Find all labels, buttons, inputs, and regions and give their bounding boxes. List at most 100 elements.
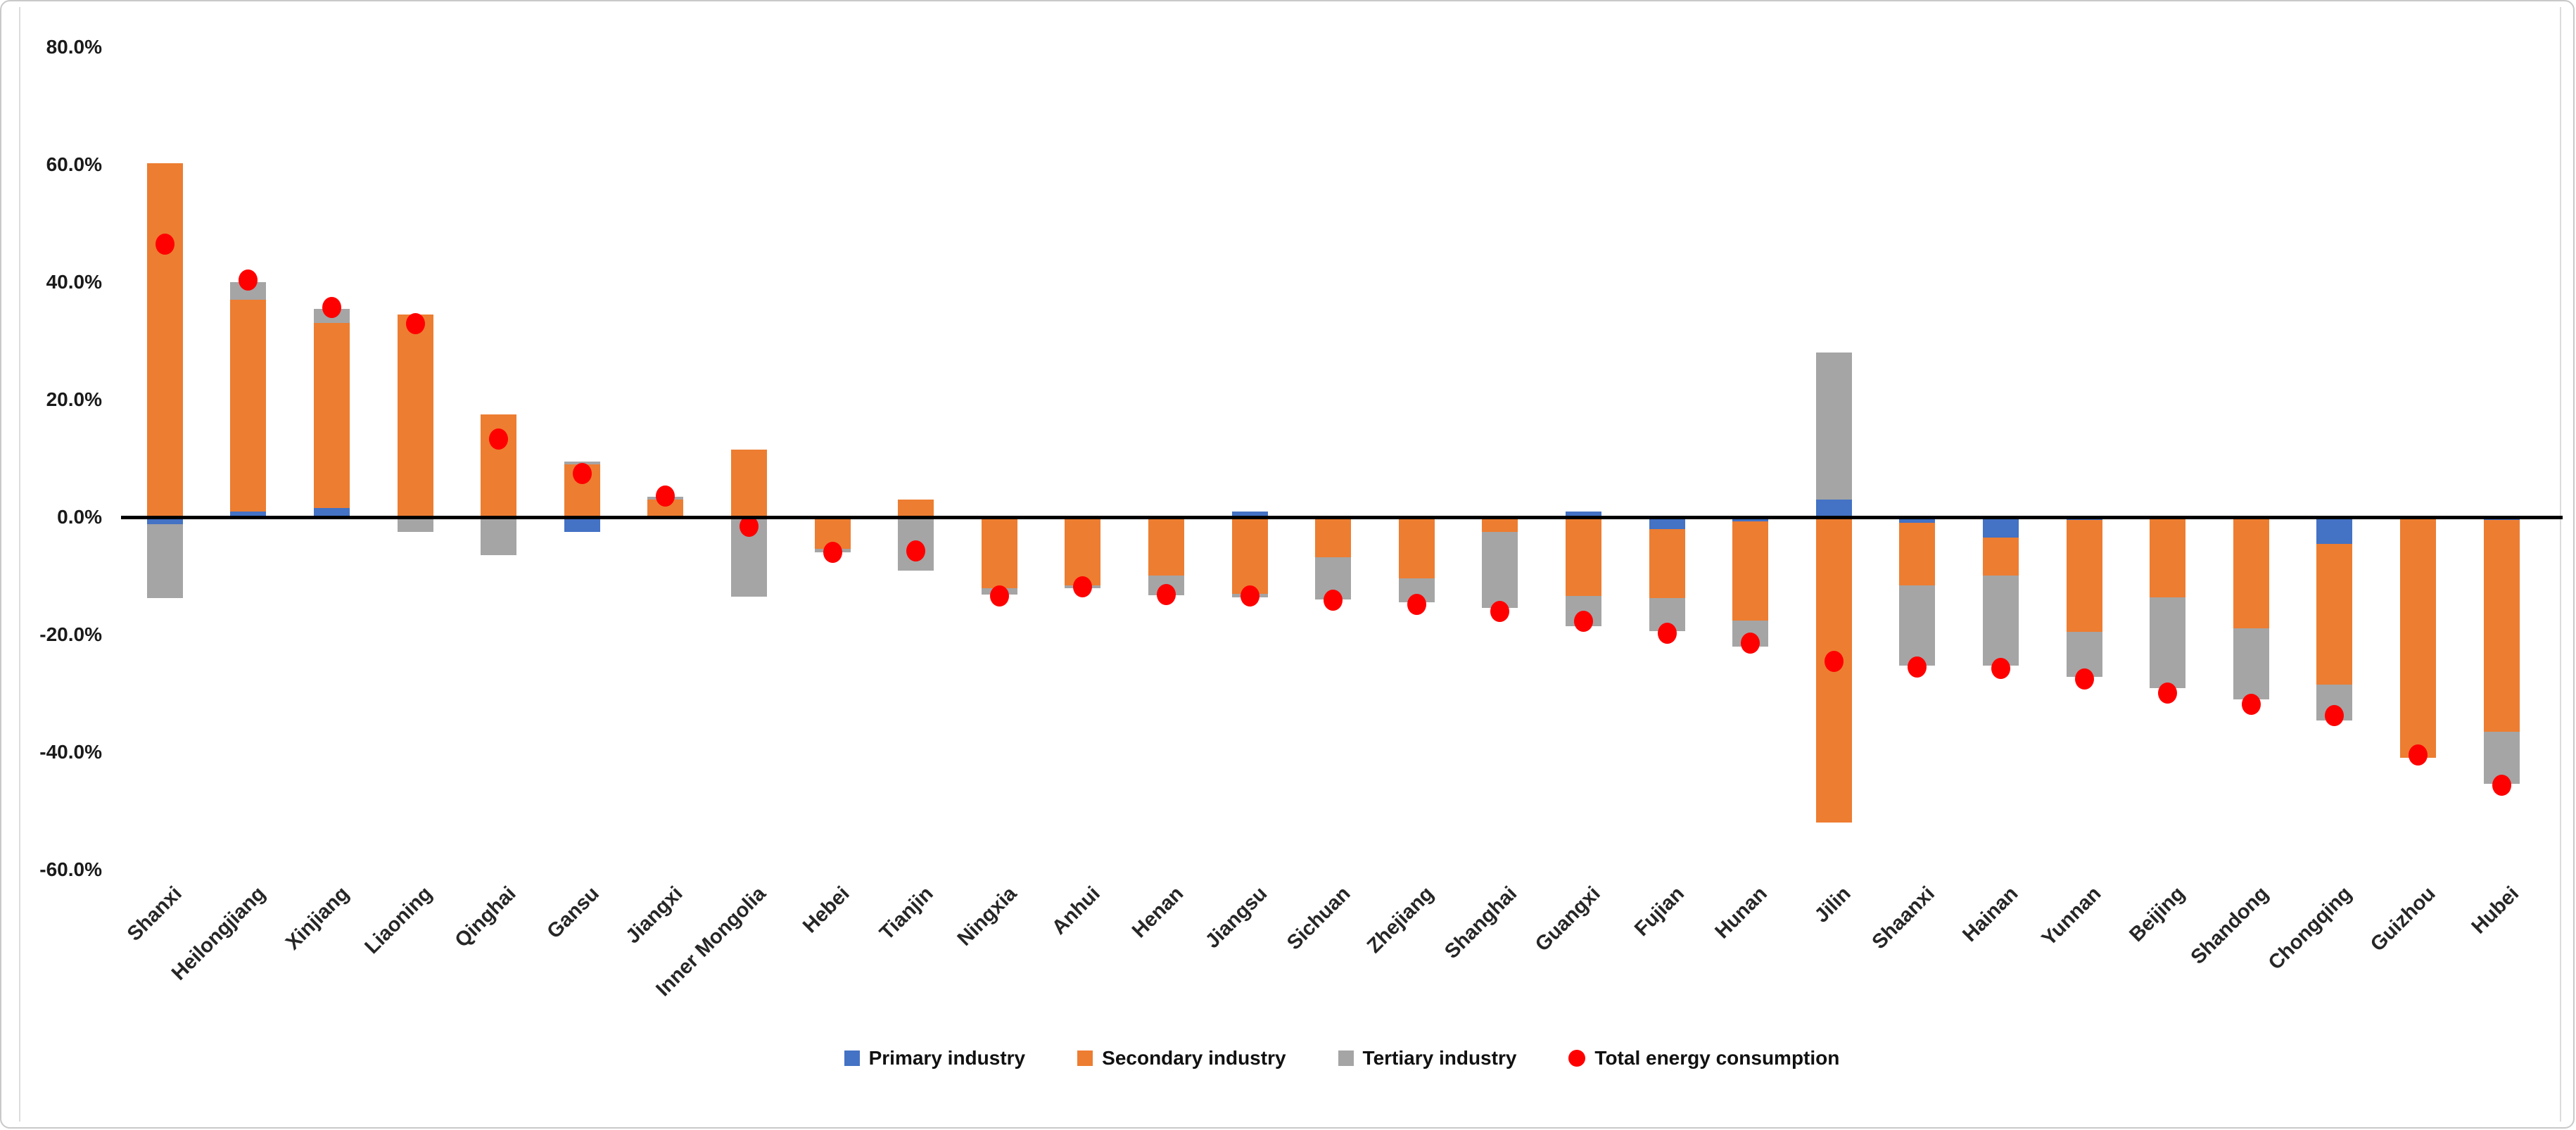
bar-segment-secondary-industry <box>2316 543 2353 685</box>
x-axis-label: Guangxi <box>1531 882 1606 956</box>
legend-square-marker <box>1338 1050 1354 1066</box>
total-energy-dot <box>1657 623 1677 645</box>
legend-label: Secondary industry <box>1102 1047 1286 1069</box>
total-energy-dot <box>906 540 926 562</box>
bar-segment-secondary-industry <box>146 163 183 517</box>
total-energy-dot <box>1324 589 1343 611</box>
bar-segment-secondary-industry <box>2150 517 2186 598</box>
x-axis-label: Hebei <box>799 882 854 938</box>
plot-border-left <box>19 7 20 1122</box>
legend-label: Tertiary industry <box>1362 1047 1517 1069</box>
x-axis-label: Chongqing <box>2264 882 2356 975</box>
legend-item-primary-industry: Primary industry <box>844 1047 1026 1069</box>
total-energy-dot <box>656 485 675 507</box>
bar-segment-tertiary-industry <box>2150 597 2186 688</box>
bar-segment-primary-industry <box>2316 517 2353 544</box>
total-energy-dot <box>322 296 341 318</box>
bar-segment-primary-industry <box>1649 517 1685 529</box>
x-axis-label: Yunnan <box>2038 882 2106 951</box>
legend-circle-marker <box>1568 1050 1586 1067</box>
x-axis-label: Hubei <box>2467 882 2523 939</box>
x-axis-label: Sichuan <box>1282 882 1355 955</box>
x-axis-label: Hainan <box>1958 882 2023 946</box>
x-axis-label: Guizhou <box>2366 882 2440 956</box>
total-energy-dot <box>239 269 258 291</box>
y-tick-label: -60.0% <box>39 858 102 880</box>
x-axis-label: Fujian <box>1630 882 1689 941</box>
total-energy-dot <box>2325 705 2345 727</box>
bar-segment-tertiary-industry <box>481 517 517 556</box>
total-energy-dot <box>489 428 509 450</box>
legend-label: Primary industry <box>868 1047 1026 1069</box>
y-tick-label: -20.0% <box>39 623 102 645</box>
x-axis-label: Liaoning <box>360 882 437 959</box>
total-energy-dot <box>1908 656 1927 678</box>
x-axis-label: Beijing <box>2125 882 2190 946</box>
bar-segment-tertiary-industry <box>1482 531 1518 609</box>
bar-segment-secondary-industry <box>898 499 934 517</box>
bar-segment-secondary-industry <box>1566 517 1601 596</box>
bar-segment-primary-industry <box>1983 517 2019 538</box>
x-axis-label: Ningxia <box>953 882 1021 951</box>
bar-segment-primary-industry <box>1231 511 1268 517</box>
bar-segment-secondary-industry <box>1732 521 1769 621</box>
total-energy-dot <box>1157 584 1176 606</box>
total-energy-dot <box>1240 585 1260 607</box>
y-tick-label: 80.0% <box>46 36 102 58</box>
total-energy-dot <box>1407 594 1426 616</box>
legend-label: Total energy consumption <box>1594 1047 1840 1069</box>
bar-segment-secondary-industry <box>1398 517 1435 578</box>
bar-segment-secondary-industry <box>1899 523 1936 585</box>
bar-segment-secondary-industry <box>2233 517 2269 628</box>
x-axis-label: Shanghai <box>1440 882 1522 963</box>
bar-segment-primary-industry <box>1566 511 1601 517</box>
x-axis-label: Jiangxi <box>621 882 687 948</box>
bar-segment-tertiary-industry <box>1815 353 1852 500</box>
total-energy-dot <box>1991 657 2010 679</box>
x-axis-label: Henan <box>1127 882 1188 943</box>
x-axis-label: Jiangsu <box>1200 882 1271 953</box>
total-energy-dot <box>572 463 592 485</box>
bar-segment-secondary-industry <box>230 300 267 512</box>
bar-segment-secondary-industry <box>1148 517 1184 576</box>
legend-item-tertiary-industry: Tertiary industry <box>1338 1047 1517 1069</box>
total-energy-dot <box>1073 576 1093 598</box>
y-tick-label: 40.0% <box>46 271 102 293</box>
bar-segment-secondary-industry <box>981 517 1017 589</box>
bar-segment-tertiary-industry <box>146 524 183 599</box>
bar-segment-tertiary-industry <box>2233 628 2269 699</box>
x-axis-label: Anhui <box>1047 882 1105 939</box>
total-energy-dot <box>155 233 175 255</box>
total-energy-dot <box>405 313 425 335</box>
total-energy-dot <box>989 585 1009 607</box>
x-axis-label: Hunan <box>1711 882 1772 944</box>
bar-segment-secondary-industry <box>1482 517 1518 532</box>
bar-segment-primary-industry <box>146 517 183 525</box>
x-axis-label: Qinghai <box>450 882 521 952</box>
y-tick-label: -40.0% <box>39 741 102 763</box>
x-axis-label: Xinjiang <box>281 882 354 955</box>
bar-segment-secondary-industry <box>1231 517 1268 595</box>
legend-item-secondary-industry: Secondary industry <box>1077 1047 1286 1069</box>
y-tick-label: 20.0% <box>46 388 102 410</box>
x-axis-label: Shanxi <box>123 882 186 946</box>
total-energy-dot <box>2492 774 2511 796</box>
bar-segment-tertiary-industry <box>564 461 600 464</box>
bar-segment-secondary-industry <box>731 449 767 517</box>
total-energy-dot <box>2074 668 2094 690</box>
total-energy-dot <box>1490 600 1510 622</box>
total-energy-dot <box>2158 682 2178 704</box>
bar-segment-primary-industry <box>230 511 267 517</box>
y-tick-label: 60.0% <box>46 153 102 175</box>
bar-segment-tertiary-industry <box>397 517 433 532</box>
total-energy-dot <box>1574 610 1593 632</box>
chart-legend: Primary industry Secondary industry Tertia… <box>121 1040 2563 1077</box>
bar-segment-secondary-industry <box>2400 517 2436 758</box>
total-energy-dot <box>2241 694 2261 716</box>
bar-segment-primary-industry <box>564 517 600 532</box>
legend-square-marker <box>1077 1050 1093 1066</box>
total-energy-dot <box>1741 632 1760 654</box>
legend-square-marker <box>844 1050 860 1066</box>
plot-border-right <box>2560 7 2561 1122</box>
